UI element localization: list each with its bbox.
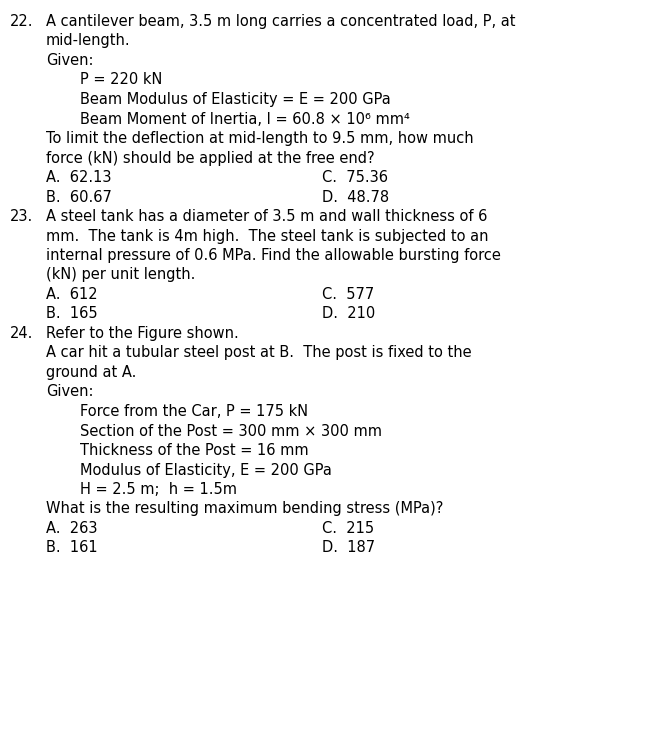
- Text: A cantilever beam, 3.5 m long carries a concentrated load, P, at: A cantilever beam, 3.5 m long carries a …: [46, 14, 515, 29]
- Text: C.  75.36: C. 75.36: [322, 170, 388, 185]
- Text: 22.: 22.: [10, 14, 34, 29]
- Text: A car hit a tubular steel post at B.  The post is fixed to the: A car hit a tubular steel post at B. The…: [46, 345, 471, 361]
- Text: A.  62.13: A. 62.13: [46, 170, 112, 185]
- Text: B.  60.67: B. 60.67: [46, 190, 112, 204]
- Text: D.  210: D. 210: [322, 307, 376, 321]
- Text: Modulus of Elasticity, E = 200 GPa: Modulus of Elasticity, E = 200 GPa: [80, 463, 332, 477]
- Text: A.  612: A. 612: [46, 287, 97, 302]
- Text: Section of the Post = 300 mm × 300 mm: Section of the Post = 300 mm × 300 mm: [80, 423, 382, 439]
- Text: internal pressure of 0.6 MPa. Find the allowable bursting force: internal pressure of 0.6 MPa. Find the a…: [46, 248, 501, 263]
- Text: (kN) per unit length.: (kN) per unit length.: [46, 267, 195, 283]
- Text: H = 2.5 m;  h = 1.5m: H = 2.5 m; h = 1.5m: [80, 482, 237, 497]
- Text: C.  577: C. 577: [322, 287, 375, 302]
- Text: D.  187: D. 187: [322, 540, 375, 556]
- Text: Beam Moment of Inertia, I = 60.8 × 10⁶ mm⁴: Beam Moment of Inertia, I = 60.8 × 10⁶ m…: [80, 112, 410, 126]
- Text: A steel tank has a diameter of 3.5 m and wall thickness of 6: A steel tank has a diameter of 3.5 m and…: [46, 209, 488, 224]
- Text: D.  48.78: D. 48.78: [322, 190, 390, 204]
- Text: Thickness of the Post = 16 mm: Thickness of the Post = 16 mm: [80, 443, 308, 458]
- Text: Force from the Car, P = 175 kN: Force from the Car, P = 175 kN: [80, 404, 308, 419]
- Text: ground at A.: ground at A.: [46, 365, 136, 380]
- Text: What is the resulting maximum bending stress (MPa)?: What is the resulting maximum bending st…: [46, 502, 443, 517]
- Text: B.  165: B. 165: [46, 307, 97, 321]
- Text: A.  263: A. 263: [46, 521, 97, 536]
- Text: force (kN) should be applied at the free end?: force (kN) should be applied at the free…: [46, 150, 375, 166]
- Text: Given:: Given:: [46, 53, 94, 68]
- Text: B.  161: B. 161: [46, 540, 97, 556]
- Text: C.  215: C. 215: [322, 521, 375, 536]
- Text: P = 220 kN: P = 220 kN: [80, 72, 163, 88]
- Text: 24.: 24.: [10, 326, 34, 341]
- Text: Given:: Given:: [46, 385, 94, 399]
- Text: mid-length.: mid-length.: [46, 34, 131, 48]
- Text: Refer to the Figure shown.: Refer to the Figure shown.: [46, 326, 239, 341]
- Text: mm.  The tank is 4m high.  The steel tank is subjected to an: mm. The tank is 4m high. The steel tank …: [46, 228, 488, 244]
- Text: To limit the deflection at mid-length to 9.5 mm, how much: To limit the deflection at mid-length to…: [46, 131, 473, 146]
- Text: Beam Modulus of Elasticity = E = 200 GPa: Beam Modulus of Elasticity = E = 200 GPa: [80, 92, 391, 107]
- Text: 23.: 23.: [10, 209, 34, 224]
